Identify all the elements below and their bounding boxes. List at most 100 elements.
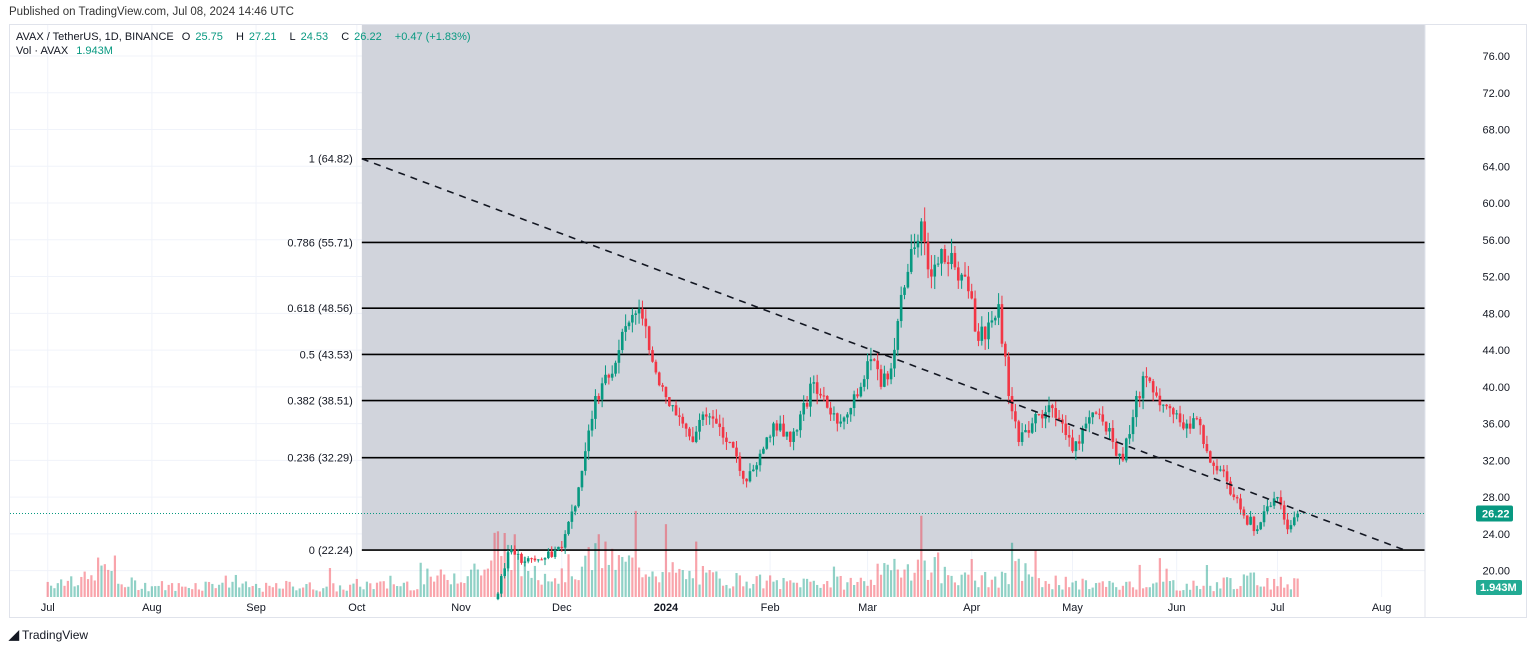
volume-bar bbox=[1041, 587, 1044, 597]
candle bbox=[496, 592, 500, 601]
time-tick: Jul bbox=[41, 602, 55, 614]
volume-bar bbox=[456, 583, 459, 597]
price-tick: 60.00 bbox=[1482, 198, 1510, 210]
candle-body bbox=[1088, 417, 1091, 424]
candle bbox=[997, 293, 1000, 326]
candle-body bbox=[748, 471, 752, 482]
volume-bar bbox=[113, 555, 117, 597]
volume-bar bbox=[66, 580, 69, 597]
volume-bar bbox=[1225, 577, 1229, 597]
candle bbox=[1292, 511, 1296, 527]
candle-body bbox=[708, 416, 711, 418]
candle bbox=[943, 244, 947, 265]
candle bbox=[983, 326, 987, 350]
volume-bar bbox=[916, 559, 920, 597]
candle-body bbox=[849, 408, 853, 415]
candle bbox=[644, 309, 648, 339]
candle bbox=[1182, 414, 1185, 431]
candle bbox=[674, 400, 678, 416]
candle bbox=[1256, 525, 1259, 534]
volume-bar bbox=[540, 584, 543, 597]
candle bbox=[1024, 424, 1027, 433]
volume-bar bbox=[228, 587, 231, 597]
candle bbox=[1098, 408, 1101, 420]
candle-body bbox=[889, 368, 893, 380]
volume-bar bbox=[167, 584, 170, 597]
candle bbox=[634, 310, 638, 325]
volume-bar bbox=[1081, 578, 1084, 597]
tradingview-footer[interactable]: ◢ TradingView bbox=[9, 627, 88, 643]
volume-bar bbox=[1014, 561, 1017, 597]
candle-body bbox=[812, 382, 816, 384]
time-tick: Oct bbox=[348, 602, 365, 614]
volume-bar bbox=[1162, 581, 1165, 597]
volume-bar bbox=[1125, 581, 1128, 597]
candle-body bbox=[1061, 419, 1064, 424]
volume-bar bbox=[742, 586, 745, 597]
candle-body bbox=[526, 558, 530, 562]
candle-body bbox=[533, 558, 537, 561]
candle-body bbox=[1040, 414, 1044, 419]
candle-body bbox=[1101, 414, 1105, 422]
volume-label[interactable]: Vol · AVAX bbox=[16, 45, 69, 57]
volume-bar bbox=[1098, 582, 1101, 597]
volume-bar bbox=[1010, 542, 1014, 597]
volume-bar bbox=[1222, 577, 1225, 597]
volume-bar bbox=[570, 576, 573, 597]
candle bbox=[1071, 429, 1074, 453]
volume-bar bbox=[154, 586, 157, 597]
volume-bar bbox=[597, 534, 600, 597]
candle-body bbox=[704, 414, 708, 417]
candle-body bbox=[536, 559, 540, 561]
volume-bar bbox=[832, 566, 836, 597]
symbol-name[interactable]: AVAX / TetherUS, 1D, BINANCE bbox=[16, 31, 174, 43]
volume-bar bbox=[1286, 584, 1289, 597]
volume-bar bbox=[224, 575, 227, 597]
candle-body bbox=[681, 416, 685, 424]
candle bbox=[627, 320, 631, 330]
candle bbox=[661, 382, 664, 392]
candle-body bbox=[822, 395, 826, 397]
candle bbox=[1266, 499, 1269, 515]
volume-bar bbox=[439, 569, 442, 597]
volume-bar bbox=[849, 577, 852, 597]
volume-bar bbox=[375, 582, 379, 597]
candle-body bbox=[728, 441, 732, 443]
volume-bar bbox=[621, 556, 624, 597]
candle bbox=[936, 256, 940, 267]
candle bbox=[1067, 425, 1071, 447]
candle bbox=[1192, 412, 1195, 429]
candle-body bbox=[590, 418, 594, 431]
volume-bar bbox=[1279, 576, 1282, 597]
volume-bar bbox=[611, 548, 614, 597]
candle-body bbox=[1259, 522, 1262, 530]
price-axis[interactable]: 76.00 72.00 68.00 64.00 60.00 56.00 52.00 48.00… bbox=[1424, 25, 1510, 617]
candle-body bbox=[1225, 471, 1229, 482]
candle bbox=[1235, 495, 1239, 504]
volume-bar bbox=[1031, 576, 1034, 597]
volume-bar bbox=[715, 571, 718, 597]
candle bbox=[909, 234, 913, 275]
volume-bar bbox=[513, 534, 516, 597]
candle bbox=[953, 246, 957, 271]
candle-body bbox=[906, 271, 910, 288]
volume-bar bbox=[254, 583, 258, 597]
candle-body bbox=[1094, 412, 1098, 414]
candle-body bbox=[651, 350, 654, 362]
volume-bar bbox=[338, 585, 342, 597]
volume-bar bbox=[1289, 589, 1293, 597]
candle-body bbox=[1004, 343, 1007, 357]
candle bbox=[1208, 450, 1212, 464]
candle bbox=[1034, 412, 1037, 432]
volume-bar bbox=[594, 543, 597, 597]
volume-bar bbox=[385, 588, 389, 597]
candle-body bbox=[506, 552, 510, 569]
volume-bar bbox=[859, 577, 862, 597]
volume-bar bbox=[241, 583, 244, 597]
time-axis[interactable]: Jul Aug Sep Oct Nov Dec 2024 Feb Mar Apr May Jun Jul… bbox=[41, 602, 1392, 614]
candle-body bbox=[617, 350, 621, 363]
candle bbox=[1219, 465, 1222, 472]
candle-body bbox=[1007, 356, 1010, 397]
volume-bar bbox=[799, 587, 802, 597]
